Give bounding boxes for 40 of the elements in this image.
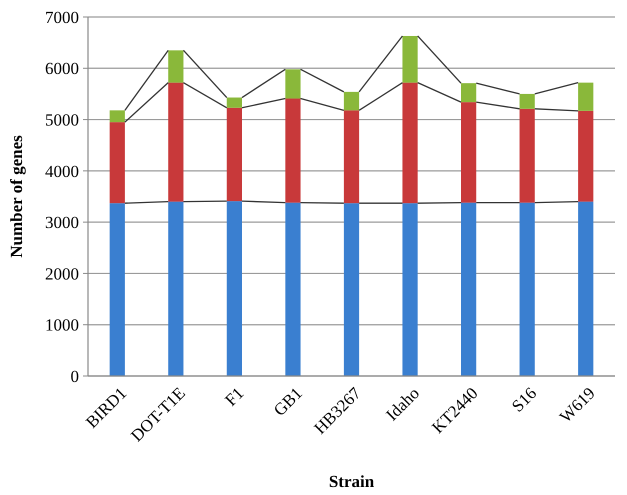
bar bbox=[285, 202, 301, 376]
bar bbox=[168, 50, 184, 83]
bar bbox=[520, 108, 535, 203]
bar bbox=[285, 69, 301, 99]
y-tick-label: 5000 bbox=[45, 110, 79, 130]
y-tick-label: 2000 bbox=[45, 264, 79, 284]
y-tick-label: 6000 bbox=[45, 59, 79, 78]
bar bbox=[285, 98, 301, 203]
bar bbox=[461, 83, 476, 102]
y-tick-label: 3000 bbox=[45, 213, 79, 232]
bar bbox=[168, 82, 184, 202]
bar bbox=[578, 82, 594, 111]
bar bbox=[578, 110, 594, 202]
y-tick-label: 7000 bbox=[45, 8, 79, 27]
y-axis-title: Number of genes bbox=[7, 134, 26, 258]
bar bbox=[344, 92, 360, 110]
bar bbox=[110, 203, 125, 376]
bar bbox=[461, 202, 476, 376]
bar bbox=[520, 202, 535, 376]
bar bbox=[578, 202, 594, 376]
bar bbox=[110, 122, 125, 204]
x-tick-label: S16 bbox=[508, 384, 540, 416]
x-tick-label: GB1 bbox=[270, 384, 306, 420]
bar bbox=[461, 102, 476, 203]
bar bbox=[402, 203, 418, 376]
bar bbox=[402, 82, 418, 204]
x-axis-title: Strain bbox=[328, 472, 375, 491]
y-tick-label: 4000 bbox=[45, 162, 79, 181]
bar bbox=[226, 201, 242, 376]
bar bbox=[344, 203, 360, 376]
x-tick-label: F1 bbox=[221, 384, 248, 410]
bar bbox=[520, 94, 535, 109]
bar bbox=[402, 36, 418, 83]
bar bbox=[110, 110, 125, 122]
bar bbox=[226, 108, 242, 202]
y-tick-label: 0 bbox=[70, 366, 79, 386]
bar bbox=[226, 98, 242, 108]
y-tick-label: 1000 bbox=[45, 316, 79, 335]
bar bbox=[168, 202, 184, 376]
bar bbox=[344, 110, 360, 204]
